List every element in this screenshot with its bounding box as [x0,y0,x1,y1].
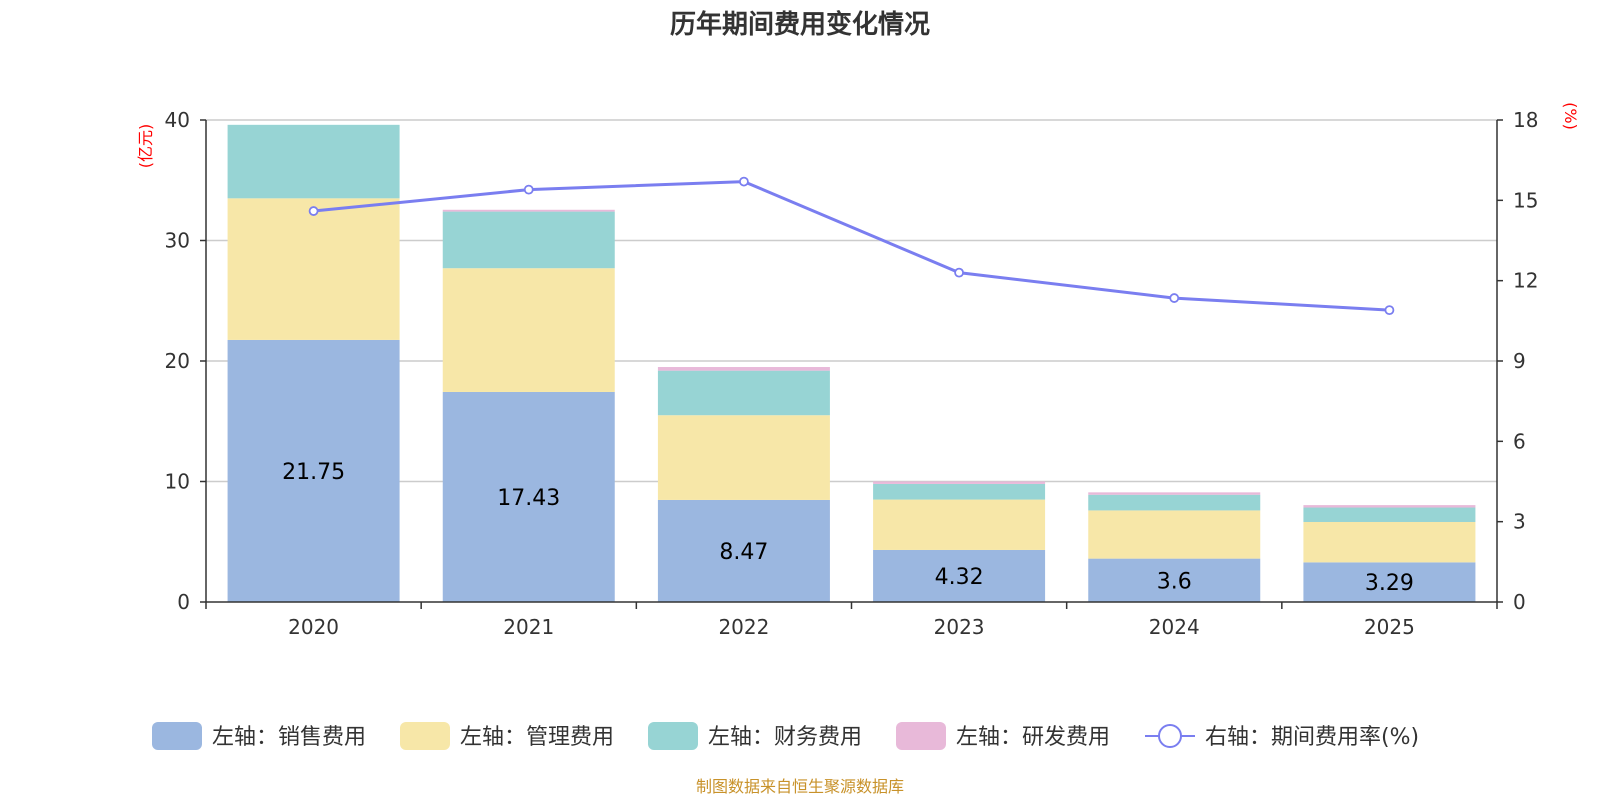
rate-point [1384,305,1395,316]
legend-swatch [896,722,946,750]
x-axis-tick-label: 2022 [718,615,769,639]
bar-segment [442,209,615,212]
right-axis-tick-label: 12 [1513,269,1538,293]
right-axis-tick-label: 18 [1513,108,1538,132]
bar-segment [442,268,615,392]
legend-label: 左轴：销售费用 [212,725,366,750]
line-layer [308,176,1395,316]
bar-data-label: 8.47 [719,540,768,565]
bar-segment [1303,521,1476,563]
source-note: 制图数据来自恒生聚源数据库 [696,777,904,796]
left-axis-unit: (亿元) [136,124,155,169]
bar-segment [1303,505,1476,508]
legend-label: 左轴：研发费用 [956,725,1110,750]
chart-title: 历年期间费用变化情况 [670,9,930,40]
bar-segment [873,549,1046,602]
bar-segment [1303,507,1476,522]
bar-segment [442,391,615,602]
legend: 左轴：销售费用 左轴：管理费用 左轴：财务费用 左轴：研发费用 右轴：期间费用率(%) [152,722,1419,750]
rate-point [954,267,964,278]
bar-segment [227,124,400,199]
bar-data-label: 21.75 [282,460,345,485]
bar-segment [227,339,400,602]
bar-segment [873,483,1046,500]
label-layer: 21.75 17.43 8.47 4.32 3.6 3.29 [282,460,1414,596]
right-axis-tick-label: 15 [1513,188,1538,212]
legend-label: 左轴：财务费用 [708,725,862,750]
bar-segment [227,198,400,340]
left-axis-tick-label: 30 [165,229,190,253]
bar-segment [657,415,830,500]
right-axis-tick-label: 3 [1513,510,1526,534]
rate-point [1169,293,1180,303]
bar-data-label: 3.29 [1365,571,1414,596]
bar-segment [657,367,830,371]
legend-marker [1158,724,1182,748]
bar-data-label: 3.6 [1157,569,1192,594]
bar-segment [442,211,615,269]
x-axis-tick-label: 2023 [934,615,985,639]
legend-label: 左轴：管理费用 [460,725,614,750]
rate-point [523,184,534,195]
bar-segment [1303,562,1476,602]
left-axis-tick-label: 0 [177,590,190,614]
bar-segment [1088,558,1261,602]
bar-layer [227,124,1476,602]
bar-segment [1088,494,1261,511]
grid-layer [206,119,1497,483]
left-axis-tick-label: 40 [165,108,190,132]
legend-swatch [152,722,202,750]
bar-segment [873,499,1046,550]
bar-segment [1088,492,1261,495]
right-axis-unit: (%) [1561,102,1580,130]
right-axis-tick-label: 0 [1513,590,1526,614]
rate-line [313,180,1390,312]
rate-point [308,206,319,216]
x-axis-tick-label: 2021 [503,615,554,639]
x-axis-tick-label: 2020 [288,615,339,639]
rate-point [739,176,749,187]
legend-swatch [400,722,450,750]
axis-layer: 0 10 20 30 40 0 3 6 9 12 15 18 2020 2021 2022 2023 2024 2… [165,108,1539,639]
x-axis-tick-label: 2024 [1149,615,1200,639]
left-axis-tick-label: 10 [165,470,190,494]
bar-segment [1088,510,1261,559]
legend-swatch [648,722,698,750]
bar-data-label: 17.43 [497,486,560,511]
bar-data-label: 4.32 [935,565,984,590]
legend-label: 右轴：期间费用率(%) [1205,725,1419,750]
x-axis-tick-label: 2025 [1364,615,1415,639]
right-axis-tick-label: 6 [1513,429,1526,453]
bar-segment [657,499,830,602]
bar-segment [657,370,830,416]
bar-segment [873,481,1046,484]
left-axis-tick-label: 20 [165,349,190,373]
right-axis-tick-label: 9 [1513,349,1526,373]
